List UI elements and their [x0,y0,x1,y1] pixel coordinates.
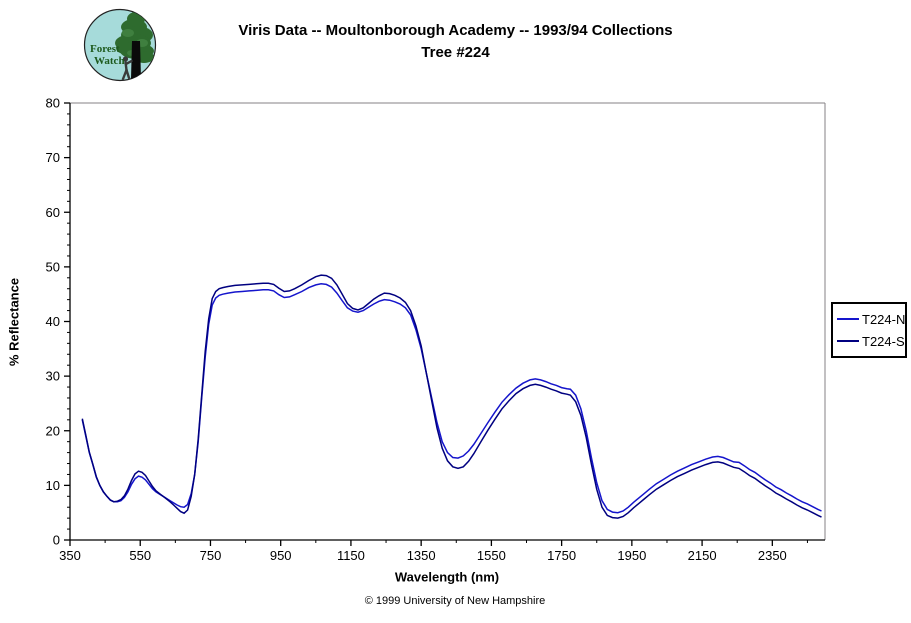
forest-watch-logo-graphic: Forest Watch [83,8,157,82]
y-tick-label: 20 [46,423,60,438]
logo-tree [115,12,154,81]
y-axis-title: % Reflectance [6,277,22,367]
y-tick-label: 80 [46,96,60,111]
y-tick-label: 40 [46,314,60,329]
logo-person [121,56,133,81]
y-tick-label: 60 [46,205,60,220]
x-tick-label: 1750 [547,548,576,563]
x-tick-label: 950 [270,548,292,563]
x-tick-label: 550 [129,548,151,563]
series-line-t224-n [81,283,822,514]
forest-watch-logo: Forest Watch [82,7,158,83]
legend-entry-t224s: T224-S [837,330,905,352]
chart-legend: T224-N T224-S [831,302,907,358]
logo-tree-trunk [131,41,141,79]
x-tick-label: 2350 [758,548,787,563]
x-tick-label: 1550 [477,548,506,563]
series-line-t224-s [81,274,822,519]
chart-title-line2: Tree #224 [421,44,490,61]
legend-entry-t224n: T224-N [837,308,905,330]
y-tick-label: 0 [53,533,60,548]
x-tick-label: 2150 [688,548,717,563]
legend-line-sample-icon [837,318,859,320]
copyright-text: © 1999 University of New Hampshire [364,595,546,607]
legend-label: T224-S [862,333,905,349]
y-tick-label: 10 [46,478,60,493]
chart-title-line1: Viris Data -- Moultonborough Academy -- … [238,22,673,39]
logo-text-watch: Watch [94,55,125,67]
x-tick-label: 350 [59,548,81,563]
x-tick-label: 1950 [617,548,646,563]
x-tick-label: 750 [200,548,222,563]
x-tick-label: 1350 [407,548,436,563]
x-tick-label: 1150 [337,548,365,563]
legend-line-sample-icon [837,340,859,342]
y-tick-label: 70 [46,150,60,165]
x-axis-title: Wavelength (nm) [394,569,500,585]
legend-label: T224-N [862,311,906,327]
y-tick-label: 30 [46,369,60,384]
logo-text-forest: Forest [90,43,120,55]
chart-title: Viris Data -- Moultonborough Academy -- … [0,20,911,64]
y-tick-label: 50 [46,259,60,274]
